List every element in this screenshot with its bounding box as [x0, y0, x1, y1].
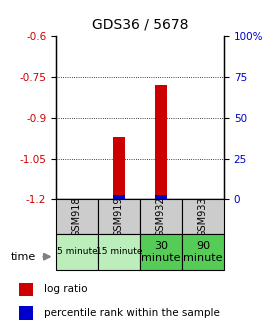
- Text: log ratio: log ratio: [44, 284, 87, 294]
- Bar: [155, 85, 167, 199]
- Text: percentile rank within the sample: percentile rank within the sample: [44, 308, 220, 318]
- Bar: [19, 283, 33, 296]
- Text: GSM919: GSM919: [114, 197, 124, 237]
- Bar: [155, 195, 167, 199]
- Text: 30
minute: 30 minute: [141, 241, 181, 263]
- Text: GSM933: GSM933: [198, 197, 208, 237]
- Bar: [19, 306, 33, 320]
- Bar: [113, 137, 125, 199]
- Text: time: time: [11, 252, 36, 262]
- Bar: [113, 195, 125, 199]
- Bar: [140, 234, 182, 270]
- Text: GSM918: GSM918: [72, 197, 82, 237]
- Bar: [98, 199, 140, 234]
- Text: GSM932: GSM932: [156, 196, 166, 237]
- Text: GDS36 / 5678: GDS36 / 5678: [92, 18, 188, 31]
- Bar: [98, 234, 140, 270]
- Bar: [140, 199, 182, 234]
- Bar: [182, 199, 224, 234]
- Text: 15 minute: 15 minute: [96, 247, 142, 256]
- Bar: [182, 234, 224, 270]
- Bar: [56, 199, 98, 234]
- Text: 90
minute: 90 minute: [183, 241, 223, 263]
- Text: 5 minute: 5 minute: [57, 247, 97, 256]
- Bar: [56, 234, 98, 270]
